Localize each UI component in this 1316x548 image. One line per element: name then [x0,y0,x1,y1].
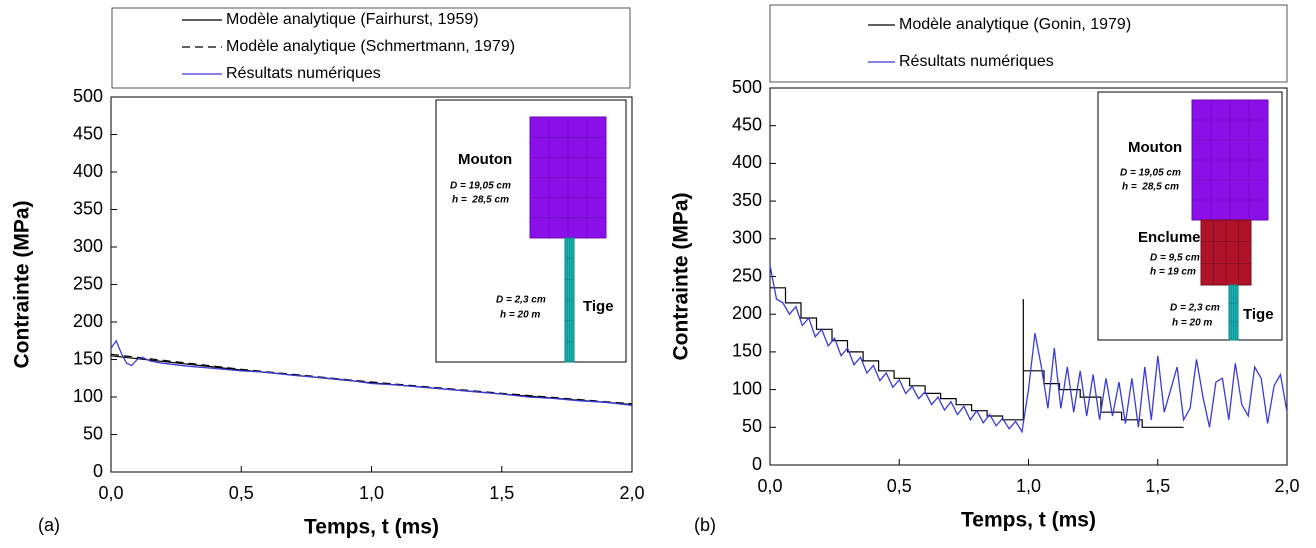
x-tick-label: 2,0 [619,483,644,503]
y-tick-label: 0 [752,454,762,474]
x-tick-label: 0,5 [887,476,912,496]
inset-label: Enclume [1138,229,1201,246]
y-tick-label: 50 [742,416,762,436]
y-tick-label: 450 [732,114,762,134]
legend-label: Résultats numériques [226,65,381,82]
inset-label: h = 19 cm [1150,267,1196,278]
legend-label: Modèle analytique (Fairhurst, 1959) [226,11,479,28]
inset-label: h = 20 m [500,310,540,321]
x-tick-label: 1,5 [1145,476,1170,496]
panel-label: (a) [38,515,60,535]
y-tick-label: 500 [732,77,762,97]
y-tick-label: 350 [73,198,103,218]
inset-label: Mouton [458,151,512,168]
y-tick-label: 150 [73,348,103,368]
y-tick-label: 400 [73,161,103,181]
x-axis-title: Temps, t (ms) [304,516,439,539]
x-tick-label: 0,0 [98,483,123,503]
x-tick-label: 1,0 [1016,476,1041,496]
inset-label: Tige [583,298,614,315]
y-tick-label: 100 [732,378,762,398]
inset-label: h = 28,5 cm [1122,182,1179,193]
x-tick-label: 2,0 [1274,476,1299,496]
inset-label: D = 19,05 cm [1120,168,1181,179]
series-line [110,339,633,406]
legend-box [111,7,631,89]
x-tick-label: 1,5 [489,483,514,503]
legend-label: Modèle analytique (Gonin, 1979) [899,16,1131,33]
inset-label: D = 19,05 cm [450,181,511,192]
series-line [770,287,1184,428]
panel-label: (b) [694,515,716,535]
y-tick-label: 300 [732,228,762,248]
y-tick-label: 50 [83,423,103,443]
y-tick-label: 450 [73,123,103,143]
y-tick-label: 250 [732,265,762,285]
y-tick-label: 100 [73,386,103,406]
y-axis-title: Contrainte (MPa) [11,201,34,369]
inset-label: h = 20 m [1172,318,1212,329]
y-tick-label: 400 [732,152,762,172]
legend-box [769,4,1288,83]
x-axis-title: Temps, t (ms) [961,509,1096,532]
x-tick-label: 0,5 [229,483,254,503]
y-tick-label: 250 [73,273,103,293]
y-tick-label: 200 [732,303,762,323]
y-tick-label: 200 [73,311,103,331]
series-line [769,265,1288,434]
legend-label: Résultats numériques [899,53,1054,70]
y-tick-label: 350 [732,190,762,210]
inset-label: Tige [1243,306,1274,323]
inset-label: Mouton [1128,139,1182,156]
inset-label: D = 2,3 cm [496,295,546,306]
y-tick-label: 150 [732,341,762,361]
legend-label: Modèle analytique (Schmertmann, 1979) [226,38,515,55]
x-tick-label: 1,0 [359,483,384,503]
inset-label: D = 9,5 cm [1150,253,1200,264]
y-tick-label: 0 [93,461,103,481]
y-tick-label: 500 [73,86,103,106]
inset-label: h = 28,5 cm [452,195,509,206]
y-axis-title: Contrainte (MPa) [670,193,693,361]
y-tick-label: 300 [73,236,103,256]
inset-label: D = 2,3 cm [1170,303,1220,314]
series-line [110,353,633,405]
x-tick-label: 0,0 [757,476,782,496]
